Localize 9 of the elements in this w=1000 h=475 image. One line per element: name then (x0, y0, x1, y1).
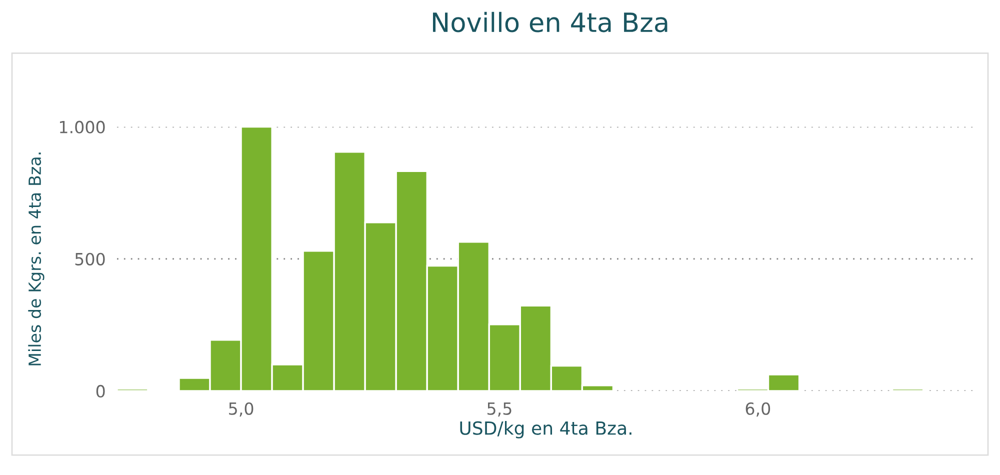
y-tick-label: 500 (75, 252, 105, 266)
x-tick-label: 6,0 (746, 402, 770, 417)
y-tick-label: 1.000 (60, 120, 105, 134)
y-tick-label: 0 (96, 384, 105, 398)
x-axis-title: USD/kg en 4ta Bza. (460, 420, 632, 438)
x-tick-label: 5,5 (488, 402, 512, 417)
y-axis-title: Miles de Kgrs. en 4ta Bza. (28, 152, 44, 366)
chart-title: Novillo en 4ta Bza (432, 12, 668, 32)
x-tick-label: 5,0 (229, 402, 254, 417)
